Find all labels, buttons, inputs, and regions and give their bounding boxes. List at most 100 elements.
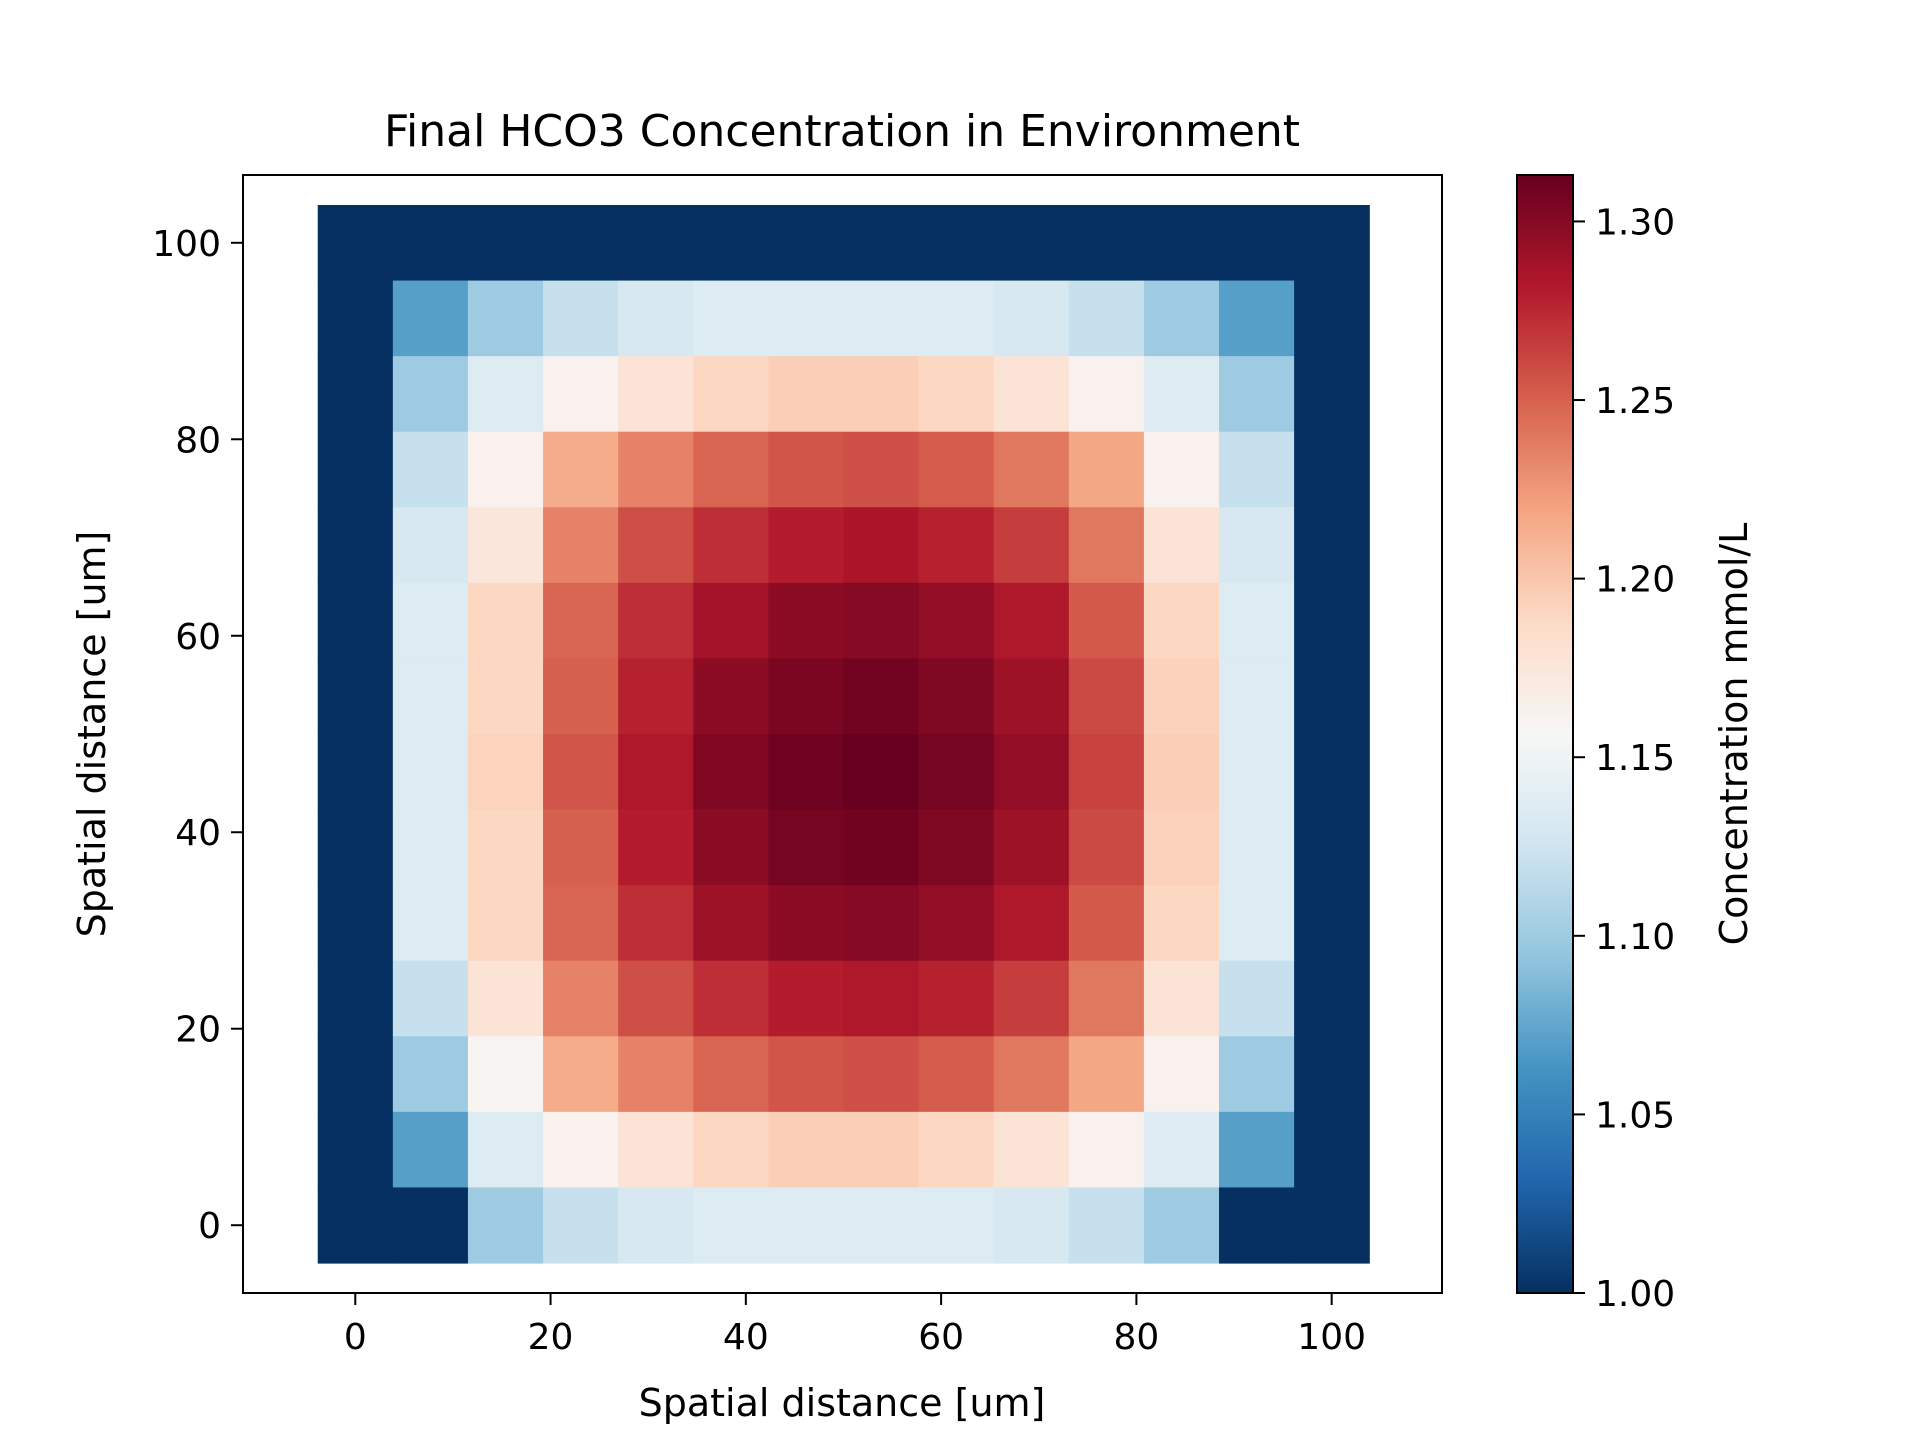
heatmap-cell-r13-c11: [1143, 1187, 1220, 1264]
heatmap-cell-r12-c2: [467, 1111, 544, 1189]
heatmap-cell-r10-c0: [317, 960, 394, 1037]
heatmap-cell-r7-c11: [1143, 734, 1220, 811]
heatmap-cell-r2-c12: [1219, 356, 1295, 433]
heatmap-cell-r6-c3: [543, 658, 619, 735]
heatmap-cells: [317, 205, 1370, 1264]
x-tick-label: 100: [1297, 1317, 1366, 1358]
colorbar-tick-label: 1.10: [1595, 917, 1675, 958]
heatmap-cell-r0-c10: [1068, 205, 1145, 282]
heatmap-cell-r12-c1: [392, 1111, 469, 1189]
heatmap-cell-r13-c6: [768, 1187, 845, 1264]
y-tick-label: 40: [175, 813, 221, 854]
heatmap-cell-r5-c8: [918, 582, 995, 660]
heatmap-cell-r11-c1: [392, 1036, 469, 1113]
heatmap-cell-r4-c1: [392, 507, 469, 584]
heatmap-cell-r12-c9: [993, 1111, 1070, 1189]
heatmap-cell-r8-c13: [1294, 809, 1370, 886]
heatmap-cell-r11-c6: [768, 1036, 845, 1113]
heatmap-cell-r6-c0: [317, 658, 394, 735]
colorbar-tick-label: 1.15: [1595, 738, 1675, 779]
heatmap-cell-r3-c5: [693, 431, 769, 508]
heatmap-cell-r10-c5: [693, 960, 769, 1037]
heatmap-cell-r5-c0: [317, 582, 394, 660]
heatmap-cell-r6-c5: [693, 658, 769, 735]
heatmap-cell-r7-c0: [317, 734, 394, 811]
heatmap-cell-r11-c13: [1294, 1036, 1370, 1113]
heatmap-cell-r10-c12: [1219, 960, 1295, 1037]
heatmap-cell-r5-c5: [693, 582, 769, 660]
heatmap-cell-r1-c1: [392, 280, 469, 357]
heatmap-cell-r8-c1: [392, 809, 469, 886]
heatmap-cell-r5-c10: [1068, 582, 1145, 660]
y-tick-label: 80: [175, 420, 221, 461]
heatmap-cell-r3-c0: [317, 431, 394, 508]
heatmap-cell-r0-c8: [918, 205, 995, 282]
heatmap-cell-r3-c3: [543, 431, 619, 508]
y-axis-label: Spatial distance [um]: [70, 531, 114, 938]
heatmap-cell-r10-c1: [392, 960, 469, 1037]
heatmap-cell-r2-c11: [1143, 356, 1220, 433]
heatmap-cell-r2-c8: [918, 356, 995, 433]
y-tick-label: 20: [175, 1010, 221, 1051]
heatmap-cell-r10-c6: [768, 960, 845, 1037]
heatmap-cell-r4-c4: [618, 507, 694, 584]
heatmap-cell-r7-c3: [543, 734, 619, 811]
heatmap-cell-r7-c9: [993, 734, 1070, 811]
heatmap-cell-r0-c7: [843, 205, 920, 282]
heatmap-cell-r11-c9: [993, 1036, 1070, 1113]
heatmap-cell-r9-c8: [918, 885, 995, 962]
heatmap-cell-r0-c5: [693, 205, 769, 282]
heatmap-cell-r8-c7: [843, 809, 920, 886]
heatmap-cell-r3-c2: [467, 431, 544, 508]
heatmap-cell-r10-c7: [843, 960, 920, 1037]
colorbar-label: Concentration mmol/L: [1712, 523, 1756, 946]
heatmap-cell-r4-c13: [1294, 507, 1370, 584]
heatmap-cell-r5-c3: [543, 582, 619, 660]
heatmap-cell-r11-c10: [1068, 1036, 1145, 1113]
heatmap-cell-r13-c12: [1219, 1187, 1295, 1264]
heatmap-cell-r2-c4: [618, 356, 694, 433]
heatmap-cell-r4-c11: [1143, 507, 1220, 584]
heatmap-cell-r13-c8: [918, 1187, 995, 1264]
heatmap-cell-r10-c3: [543, 960, 619, 1037]
heatmap-cell-r4-c12: [1219, 507, 1295, 584]
heatmap-cell-r11-c7: [843, 1036, 920, 1113]
heatmap-cell-r6-c13: [1294, 658, 1370, 735]
heatmap-cell-r12-c5: [693, 1111, 769, 1189]
heatmap-cell-r8-c4: [618, 809, 694, 886]
heatmap-cell-r4-c0: [317, 507, 394, 584]
heatmap-cell-r7-c2: [467, 734, 544, 811]
x-axis-label: Spatial distance [um]: [639, 1381, 1046, 1425]
heatmap-cell-r10-c10: [1068, 960, 1145, 1037]
x-tick-label: 0: [344, 1317, 367, 1358]
heatmap-cell-r5-c6: [768, 582, 845, 660]
heatmap-cell-r8-c10: [1068, 809, 1145, 886]
heatmap-cell-r1-c8: [918, 280, 995, 357]
heatmap-cell-r8-c0: [317, 809, 394, 886]
heatmap-cell-r5-c1: [392, 582, 469, 660]
heatmap-cell-r1-c4: [618, 280, 694, 357]
heatmap-cell-r3-c12: [1219, 431, 1295, 508]
heatmap-cell-r9-c3: [543, 885, 619, 962]
heatmap-cell-r13-c0: [317, 1187, 394, 1264]
heatmap-cell-r2-c2: [467, 356, 544, 433]
heatmap-cell-r11-c11: [1143, 1036, 1220, 1113]
heatmap-cell-r9-c6: [768, 885, 845, 962]
heatmap-cell-r12-c7: [843, 1111, 920, 1189]
colorbar-tick-label: 1.05: [1595, 1095, 1675, 1136]
heatmap-cell-r8-c12: [1219, 809, 1295, 886]
heatmap-cell-r3-c11: [1143, 431, 1220, 508]
x-tick-label: 60: [918, 1317, 964, 1358]
heatmap-cell-r6-c8: [918, 658, 995, 735]
heatmap-cell-r12-c6: [768, 1111, 845, 1189]
heatmap-cell-r7-c7: [843, 734, 920, 811]
heatmap-cell-r0-c13: [1294, 205, 1370, 282]
x-tick-label: 40: [723, 1317, 769, 1358]
colorbar-tick-label: 1.30: [1595, 202, 1675, 243]
heatmap-cell-r4-c2: [467, 507, 544, 584]
chart-title: Final HCO3 Concentration in Environment: [384, 106, 1300, 157]
heatmap-cell-r8-c9: [993, 809, 1070, 886]
heatmap-cell-r11-c8: [918, 1036, 995, 1113]
y-axis-ticks: 0 20 40 60 80 100: [152, 224, 243, 1247]
